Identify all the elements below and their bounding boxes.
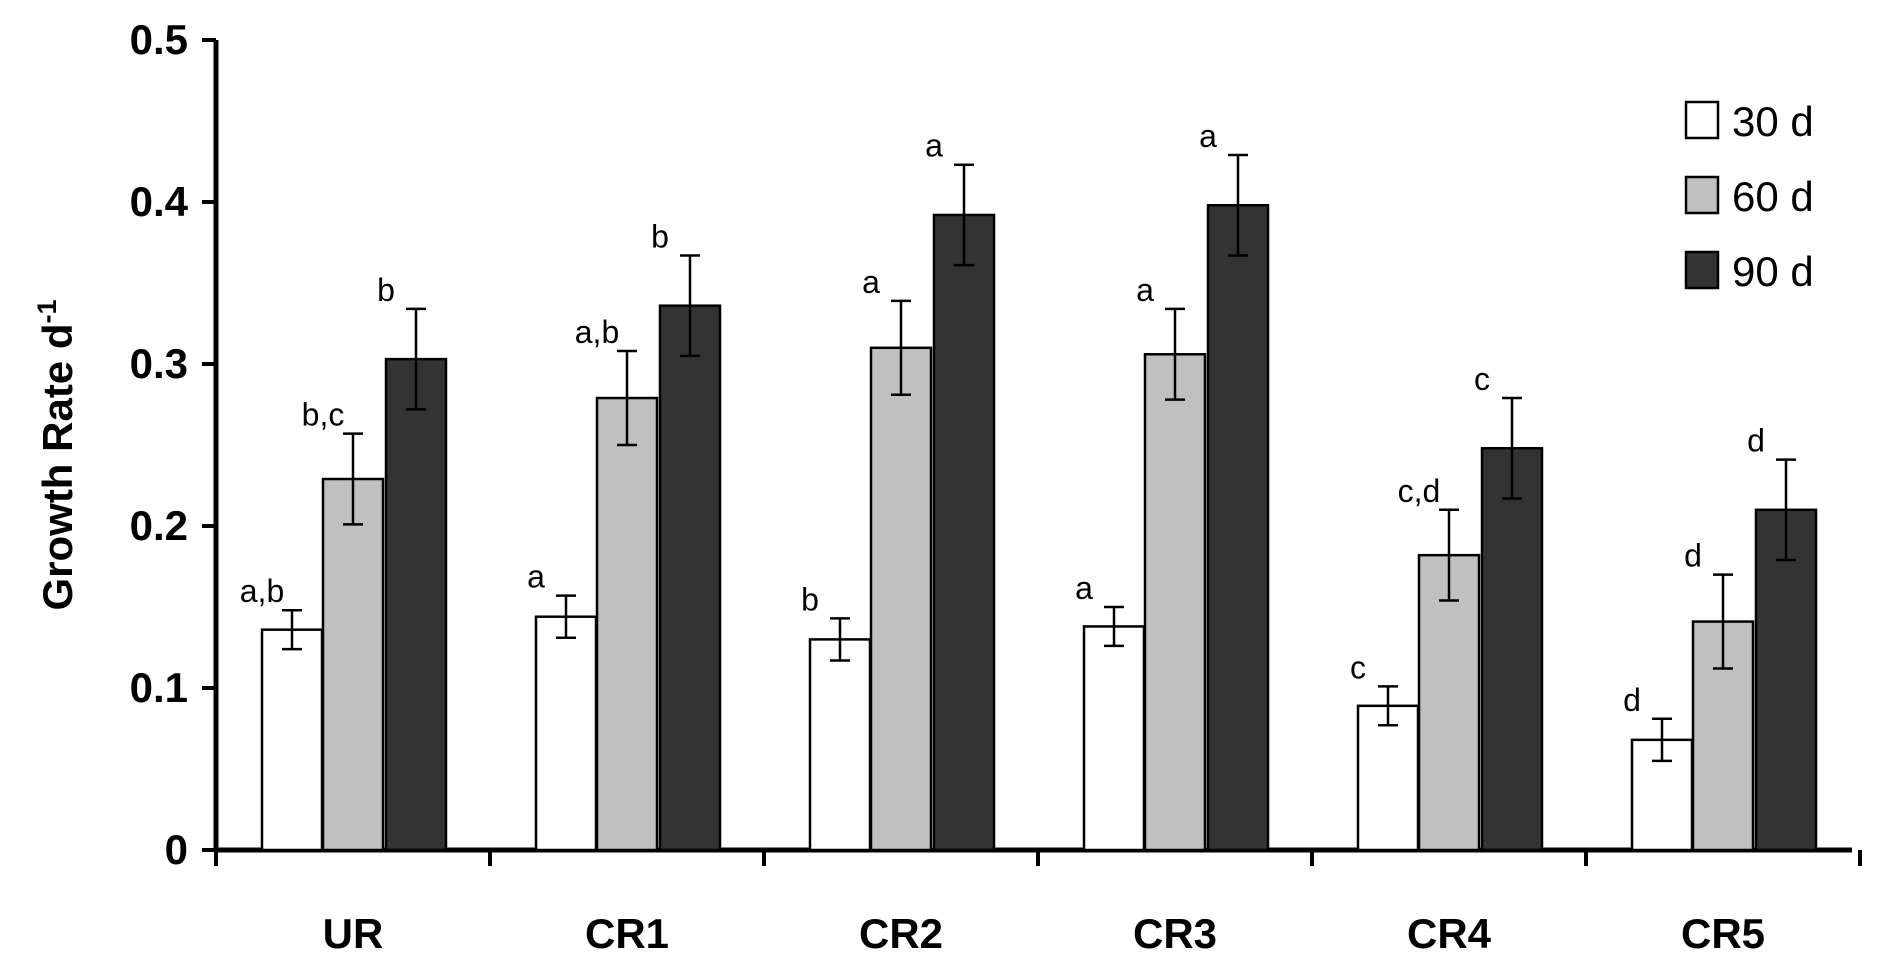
legend-swatch	[1684, 175, 1720, 215]
significance-label: d	[1623, 682, 1641, 718]
x-tick-label: CR5	[1681, 910, 1765, 957]
bar-90d-CR1	[658, 304, 722, 852]
significance-label: b	[801, 581, 819, 617]
y-axis: 0 0.1 0.2 0.3 0.4 0.5	[130, 16, 219, 873]
y-tick-label: 0.3	[130, 340, 188, 387]
significance-labels: a,b a b a c d b,c a,b a a c,d d b b a a c d	[240, 118, 1765, 718]
bar-30d-CR3	[1082, 625, 1146, 852]
bar-30d-CR4	[1356, 704, 1420, 852]
legend-label: 90 d	[1732, 248, 1814, 295]
y-tick-label: 0.5	[130, 16, 188, 63]
significance-label: a	[1075, 570, 1093, 606]
significance-label: a	[1199, 118, 1217, 154]
significance-label: d	[1747, 423, 1765, 459]
y-axis-label-superscript: -1	[32, 299, 62, 323]
bar-90d-CR2	[932, 213, 996, 852]
legend-label: 30 d	[1732, 98, 1814, 145]
significance-label: a,b	[240, 573, 284, 609]
bar-60d-CR1	[595, 396, 659, 852]
bar-90d-CR5	[1754, 508, 1818, 852]
x-tick-label: CR2	[859, 910, 943, 957]
significance-label: c,d	[1398, 473, 1441, 509]
legend-label: 60 d	[1732, 173, 1814, 220]
significance-label: a	[862, 264, 880, 300]
x-tick-label: UR	[323, 910, 384, 957]
bar-30d-UR	[260, 628, 324, 852]
significance-label: b	[651, 218, 669, 254]
y-axis-label-text: Growth Rate d	[34, 324, 81, 611]
bar-60d-CR3	[1143, 353, 1207, 852]
bar-90d-CR4	[1480, 446, 1544, 852]
x-tick-label: CR3	[1133, 910, 1217, 957]
bar-30d-CR2	[808, 638, 872, 852]
legend: 30 d 60 d 90 d	[1684, 98, 1814, 295]
x-axis: UR CR1 CR2 CR3 CR4 CR5	[214, 847, 1862, 957]
bar-60d-UR	[321, 477, 385, 852]
significance-label: d	[1684, 538, 1702, 574]
significance-label: a	[925, 128, 943, 164]
y-tick-label: 0.1	[130, 664, 188, 711]
bar-60d-CR2	[869, 346, 933, 852]
x-tick-label: CR4	[1407, 910, 1492, 957]
significance-label: c	[1350, 649, 1366, 685]
y-axis-label: Growth Rate d-1	[32, 299, 81, 610]
significance-label: a,b	[575, 314, 619, 350]
significance-label: a	[527, 559, 545, 595]
y-tick-label: 0	[165, 826, 188, 873]
x-tick-label: CR1	[585, 910, 669, 957]
significance-label: a	[1136, 272, 1154, 308]
bar-60d-CR4	[1417, 553, 1481, 852]
legend-swatch	[1684, 100, 1720, 140]
bar-90d-CR3	[1206, 203, 1270, 852]
legend-swatch	[1684, 250, 1720, 290]
y-tick-label: 0.4	[130, 178, 189, 225]
significance-label: b,c	[302, 397, 345, 433]
significance-label: b	[377, 272, 395, 308]
bar-30d-CR1	[534, 615, 598, 852]
y-tick-label: 0.2	[130, 502, 188, 549]
bar-60d-CR5	[1691, 620, 1755, 852]
significance-label: c	[1474, 361, 1490, 397]
bars	[260, 153, 1818, 852]
bar-90d-UR	[384, 357, 448, 852]
